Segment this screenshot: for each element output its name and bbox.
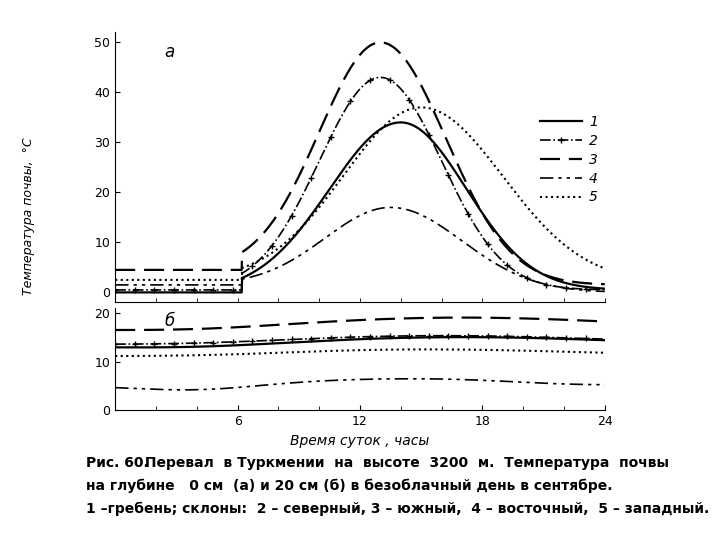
Text: а: а bbox=[164, 43, 174, 61]
Legend: 1, 2, 3, 4, 5: 1, 2, 3, 4, 5 bbox=[541, 115, 598, 204]
Text: 1 –гребень; склоны:  2 – северный, 3 – южный,  4 – восточный,  5 – западный.: 1 –гребень; склоны: 2 – северный, 3 – юж… bbox=[86, 502, 710, 516]
Text: на глубине   0 см  (а) и 20 см (б) в безоблачный день в сентябре.: на глубине 0 см (а) и 20 см (б) в безобл… bbox=[86, 479, 613, 494]
Text: б: б bbox=[164, 312, 174, 330]
Text: Перевал  в Туркмении  на  высоте  3200  м.  Температура  почвы: Перевал в Туркмении на высоте 3200 м. Те… bbox=[140, 456, 670, 470]
Text: Рис. 60.: Рис. 60. bbox=[86, 456, 149, 470]
Text: Температура почвы,  °С: Температура почвы, °С bbox=[22, 137, 35, 295]
X-axis label: Время суток , часы: Время суток , часы bbox=[290, 434, 430, 448]
